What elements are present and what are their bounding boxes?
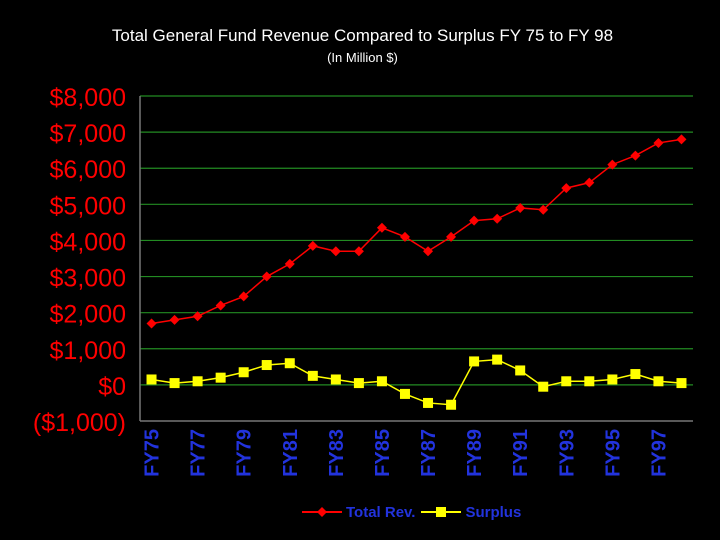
data-point	[169, 314, 180, 325]
data-point	[607, 159, 618, 170]
data-point	[307, 370, 318, 381]
y-tick-label: $3,000	[50, 265, 126, 293]
data-point	[261, 360, 272, 371]
data-point	[399, 231, 410, 242]
data-point	[146, 374, 157, 385]
data-point	[192, 376, 203, 387]
chart-title: Total General Fund Revenue Compared to S…	[111, 26, 614, 45]
data-point	[676, 378, 687, 389]
x-tick-label: FY93	[556, 429, 578, 477]
data-point	[653, 376, 664, 387]
y-tick-label: ($1,000)	[33, 409, 126, 437]
x-tick-label: FY77	[188, 429, 210, 477]
data-point	[653, 137, 664, 148]
series-line	[151, 138, 682, 325]
x-tick-label: FY87	[418, 429, 440, 477]
y-tick-label: $1,000	[50, 337, 126, 365]
legend-label-total-rev: Total Rev.	[346, 503, 416, 521]
data-point	[399, 388, 410, 399]
legend-marker-surplus	[421, 507, 462, 517]
data-point	[538, 381, 549, 392]
data-point	[561, 183, 572, 194]
data-point	[492, 354, 503, 365]
data-point	[492, 213, 503, 224]
y-tick-label: $4,000	[50, 228, 126, 256]
data-point	[446, 231, 457, 242]
y-tick-label: $5,000	[50, 192, 126, 220]
data-point	[423, 246, 434, 257]
legend: Total Rev. Surplus	[302, 500, 521, 524]
x-tick-label: FY75	[142, 429, 164, 477]
data-point	[146, 318, 157, 329]
chart-subtitle: (In Million $)	[327, 50, 398, 65]
x-tick-label: FY85	[372, 429, 394, 477]
data-point	[376, 376, 387, 387]
data-point	[192, 311, 203, 322]
data-point	[353, 246, 364, 257]
data-point	[353, 378, 364, 389]
data-point	[330, 374, 341, 385]
data-point	[423, 397, 434, 408]
x-tick-label: FY89	[464, 429, 486, 477]
data-point	[630, 150, 641, 161]
data-point	[238, 291, 249, 302]
data-point	[676, 134, 687, 145]
data-point	[515, 202, 526, 213]
data-point	[538, 204, 549, 215]
data-point	[169, 378, 180, 389]
x-tick-label: FY81	[280, 429, 302, 477]
legend-label-surplus: Surplus	[465, 503, 522, 521]
data-point	[307, 240, 318, 251]
y-tick-label: $0	[98, 373, 126, 401]
data-point	[215, 372, 226, 383]
x-tick-label: FY79	[234, 429, 256, 477]
x-tick-label: FY91	[510, 429, 532, 477]
data-point	[215, 300, 226, 311]
data-point	[469, 356, 480, 367]
series-line	[151, 358, 682, 406]
data-point	[284, 258, 295, 269]
x-tick-label: FY97	[648, 429, 670, 477]
x-tick-label: FY83	[326, 429, 348, 477]
data-point	[607, 374, 618, 385]
data-point	[261, 271, 272, 282]
data-point	[376, 222, 387, 233]
data-point	[515, 365, 526, 376]
data-point	[469, 215, 480, 226]
data-point	[446, 399, 457, 410]
y-tick-label: $2,000	[50, 301, 126, 329]
data-point	[284, 358, 295, 369]
legend-marker-total-rev	[302, 507, 342, 517]
y-tick-label: $8,000	[50, 84, 126, 112]
data-point	[584, 376, 595, 387]
data-point	[561, 376, 572, 387]
data-point	[238, 367, 249, 378]
data-point	[330, 246, 341, 257]
data-point	[630, 369, 641, 380]
y-tick-label: $7,000	[50, 120, 126, 148]
y-tick-label: $6,000	[50, 156, 126, 184]
data-point	[584, 177, 595, 188]
x-tick-label: FY95	[602, 429, 624, 477]
